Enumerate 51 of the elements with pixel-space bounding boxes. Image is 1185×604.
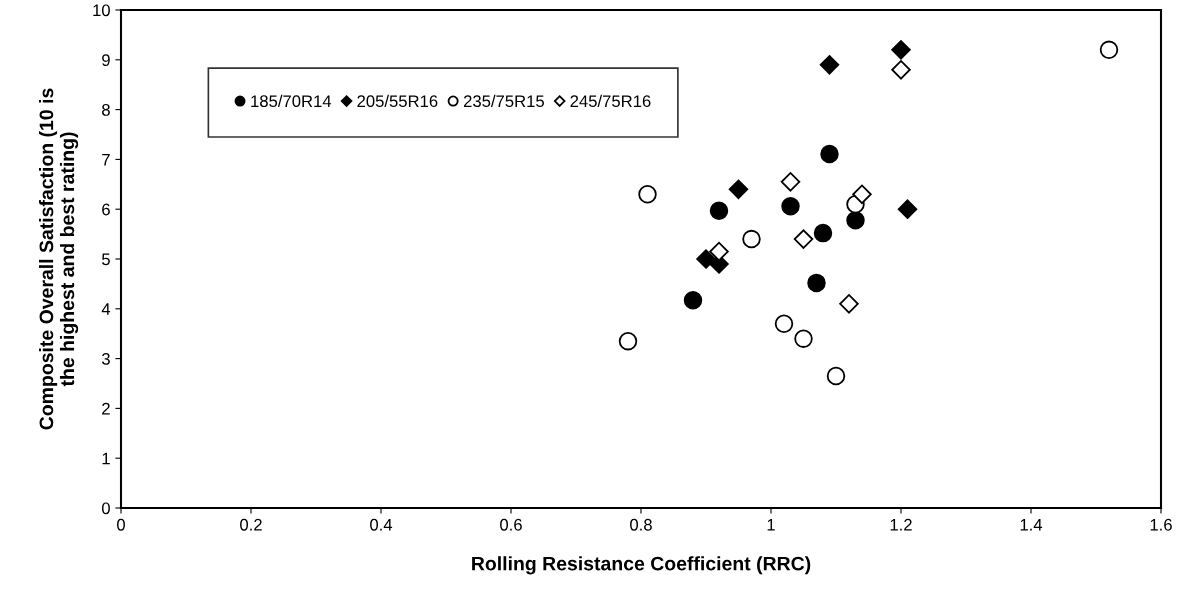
point bbox=[813, 223, 833, 243]
legend-label: 235/75R15 bbox=[463, 94, 544, 108]
x-tick-label: 0.4 bbox=[370, 518, 393, 531]
y-tick-label: 10 bbox=[93, 4, 110, 17]
point bbox=[709, 241, 729, 262]
point bbox=[807, 273, 826, 293]
point bbox=[780, 172, 801, 192]
y-tick-label: 0 bbox=[101, 502, 110, 515]
x-tick-label: 1.4 bbox=[1020, 519, 1043, 531]
point bbox=[852, 184, 872, 205]
point bbox=[709, 201, 729, 220]
y-tick-label: 1 bbox=[102, 452, 110, 465]
point bbox=[846, 210, 865, 230]
y-axis-title: Composite Overall Satisfaction (10 is the highest and best rating) bbox=[39, 88, 79, 430]
legend-label: 205/55R16 bbox=[357, 94, 438, 108]
point bbox=[638, 185, 657, 204]
point bbox=[742, 229, 761, 249]
point bbox=[728, 179, 749, 200]
x-tick-label: 0 bbox=[117, 518, 125, 531]
y-tick-label: 4 bbox=[101, 303, 111, 315]
point bbox=[839, 294, 859, 314]
x-tick-label: 0.2 bbox=[240, 518, 262, 531]
y-tick-label: 8 bbox=[102, 104, 110, 116]
point bbox=[891, 60, 911, 80]
point bbox=[793, 229, 814, 249]
y-tick-label: 3 bbox=[101, 353, 110, 365]
point bbox=[794, 329, 813, 348]
x-tick-label: 1.2 bbox=[890, 518, 912, 531]
x-tick-label: 1 bbox=[767, 519, 775, 531]
point bbox=[819, 55, 840, 75]
legend-label: 185/70R14 bbox=[251, 94, 332, 108]
x-tick-label: 0.8 bbox=[630, 518, 652, 531]
point bbox=[826, 366, 846, 386]
y-tick-label: 6 bbox=[102, 203, 110, 216]
y-tick-label: 5 bbox=[101, 253, 110, 266]
y-tick-label: 9 bbox=[102, 54, 110, 66]
x-axis-title: Rolling Resistance Coefficient (RRC) bbox=[472, 556, 811, 575]
point bbox=[897, 199, 918, 219]
x-tick-label: 0.6 bbox=[500, 518, 522, 531]
point bbox=[891, 40, 911, 60]
point bbox=[820, 144, 839, 164]
point bbox=[618, 331, 638, 351]
point bbox=[1099, 40, 1119, 60]
point bbox=[781, 196, 800, 216]
point bbox=[774, 314, 794, 333]
legend-label: 245/75R16 bbox=[570, 94, 651, 108]
y-tick-label: 7 bbox=[102, 153, 110, 166]
y-tick-label: 2 bbox=[102, 402, 110, 415]
x-tick-label: 1.6 bbox=[1150, 518, 1172, 531]
point bbox=[696, 249, 716, 269]
point bbox=[683, 291, 703, 310]
